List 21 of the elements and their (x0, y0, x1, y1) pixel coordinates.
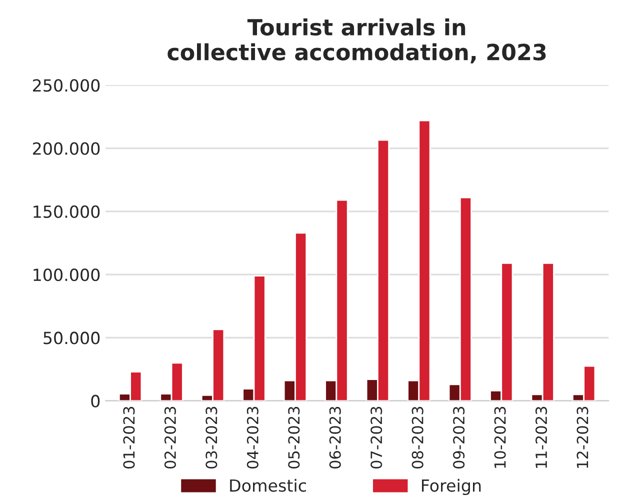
y-tick-label: 100.000 (34, 268, 100, 282)
y-tick-label: 200.000 (33, 142, 100, 155)
x-tick-label: 01-2023 (123, 406, 135, 468)
y-tick-label: 0 (91, 394, 100, 408)
y-tick-label: 50.000 (44, 332, 100, 344)
y-tick-label: 250.000 (33, 79, 100, 92)
y-tick-label: 150.000 (34, 205, 100, 218)
x-tick-label: 07-2023 (370, 406, 382, 468)
legend-label: Domestic (230, 478, 306, 492)
x-tick-label: 10-2023 (494, 406, 506, 468)
x-tick-label: 08-2023 (412, 406, 424, 468)
x-tick-label: 12-2023 (576, 406, 588, 468)
x-tick-label: 04-2023 (246, 406, 258, 468)
x-tick-label: 02-2023 (164, 406, 176, 468)
x-tick-label: 05-2023 (288, 406, 300, 468)
x-tick-label: 09-2023 (453, 406, 465, 468)
x-tick-label: 06-2023 (329, 406, 341, 468)
legend-label: Foreign (422, 478, 481, 496)
x-tick-label: 11-2023 (535, 406, 548, 468)
chart-title: Tourist arrivals in collective accomodation, 2023 (168, 18, 546, 64)
x-tick-label: 03-2023 (206, 406, 218, 468)
